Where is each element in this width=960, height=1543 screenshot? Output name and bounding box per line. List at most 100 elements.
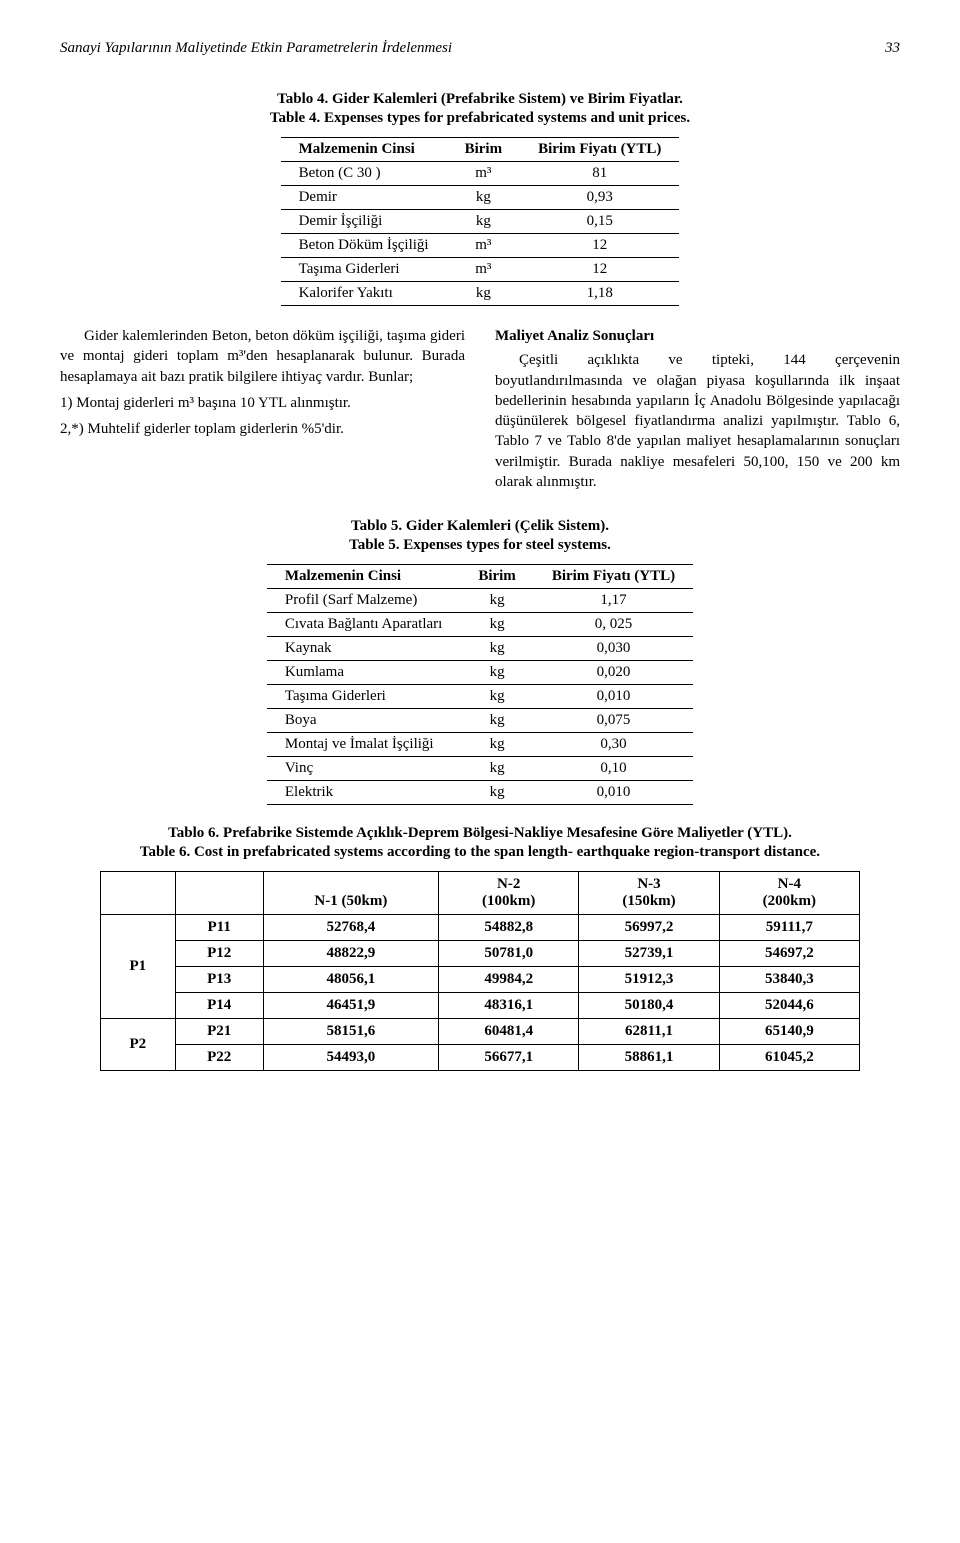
cell-unit: m³ bbox=[447, 234, 521, 258]
cell-value: 54882,8 bbox=[439, 915, 579, 941]
table4-head-name: Malzemenin Cinsi bbox=[281, 138, 447, 162]
cell-price: 1,18 bbox=[520, 282, 679, 306]
cell-name: Boya bbox=[267, 709, 460, 733]
table4-head-unit: Birim bbox=[447, 138, 521, 162]
cell-value: 60481,4 bbox=[439, 1019, 579, 1045]
cell-value: 59111,7 bbox=[719, 915, 859, 941]
table5-head-unit: Birim bbox=[460, 565, 534, 589]
cell-unit: m³ bbox=[447, 162, 521, 186]
body-left-p3: 2,*) Muhtelif giderler toplam giderlerin… bbox=[60, 419, 465, 439]
cell-price: 0,075 bbox=[534, 709, 693, 733]
table-row: Elektrikkg0,010 bbox=[267, 781, 693, 805]
cell-unit: m³ bbox=[447, 258, 521, 282]
row-key: P12 bbox=[175, 941, 263, 967]
table4-caption-tr: Tablo 4. Gider Kalemleri (Prefabrike Sis… bbox=[60, 91, 900, 108]
row-key: P11 bbox=[175, 915, 263, 941]
body-columns: Gider kalemlerinden Beton, beton döküm i… bbox=[60, 326, 900, 498]
table5-caption-en: Table 5. Expenses types for steel system… bbox=[60, 537, 900, 554]
table-row: Cıvata Bağlantı Aparatlarıkg0, 025 bbox=[267, 613, 693, 637]
table-row: Demirkg0,93 bbox=[281, 186, 680, 210]
page-number: 33 bbox=[885, 40, 900, 57]
running-header: Sanayi Yapılarının Maliyetinde Etkin Par… bbox=[60, 40, 900, 57]
cell-value: 50781,0 bbox=[439, 941, 579, 967]
cell-value: 48316,1 bbox=[439, 993, 579, 1019]
cell-price: 0,030 bbox=[534, 637, 693, 661]
cell-price: 0,10 bbox=[534, 757, 693, 781]
body-right: Maliyet Analiz Sonuçları Çeşitli açıklık… bbox=[495, 326, 900, 498]
running-title: Sanayi Yapılarının Maliyetinde Etkin Par… bbox=[60, 40, 452, 57]
table5: Malzemenin Cinsi Birim Birim Fiyatı (YTL… bbox=[267, 564, 693, 805]
cell-name: Profil (Sarf Malzeme) bbox=[267, 589, 460, 613]
cell-unit: kg bbox=[460, 613, 534, 637]
cell-value: 50180,4 bbox=[579, 993, 719, 1019]
cell-unit: kg bbox=[460, 589, 534, 613]
table-row: Taşıma Giderlerikg0,010 bbox=[267, 685, 693, 709]
table6: N-1 (50km) N-2(100km) N-3(150km) N-4(200… bbox=[100, 871, 860, 1071]
cell-unit: kg bbox=[460, 781, 534, 805]
table-row: P2P2158151,660481,462811,165140,9 bbox=[101, 1019, 860, 1045]
cell-name: Kaynak bbox=[267, 637, 460, 661]
body-right-p1: Çeşitli açıklıkta ve tipteki, 144 çerçev… bbox=[495, 350, 900, 492]
cell-value: 62811,1 bbox=[579, 1019, 719, 1045]
cell-value: 48822,9 bbox=[263, 941, 438, 967]
table-row: Montaj ve İmalat İşçiliğikg0,30 bbox=[267, 733, 693, 757]
table-row: Kalorifer Yakıtıkg1,18 bbox=[281, 282, 680, 306]
cell-name: Beton Döküm İşçiliği bbox=[281, 234, 447, 258]
table6-head-n4: N-4(200km) bbox=[719, 872, 859, 915]
cell-name: Vinç bbox=[267, 757, 460, 781]
table6-head-n1: N-1 (50km) bbox=[263, 872, 438, 915]
cell-name: Kalorifer Yakıtı bbox=[281, 282, 447, 306]
table6-head-n2: N-2(100km) bbox=[439, 872, 579, 915]
cell-price: 0, 025 bbox=[534, 613, 693, 637]
cell-price: 12 bbox=[520, 258, 679, 282]
cell-price: 0,15 bbox=[520, 210, 679, 234]
cell-value: 54697,2 bbox=[719, 941, 859, 967]
cell-value: 58861,1 bbox=[579, 1045, 719, 1071]
table5-head-row: Malzemenin Cinsi Birim Birim Fiyatı (YTL… bbox=[267, 565, 693, 589]
cell-value: 58151,6 bbox=[263, 1019, 438, 1045]
row-key: P14 bbox=[175, 993, 263, 1019]
table6-caption-tr: Tablo 6. Prefabrike Sistemde Açıklık-Dep… bbox=[60, 825, 900, 842]
table-row: Boyakg0,075 bbox=[267, 709, 693, 733]
table-row: P2254493,056677,158861,161045,2 bbox=[101, 1045, 860, 1071]
group-label: P1 bbox=[101, 915, 176, 1019]
cell-price: 81 bbox=[520, 162, 679, 186]
body-right-title: Maliyet Analiz Sonuçları bbox=[495, 326, 900, 346]
row-key: P22 bbox=[175, 1045, 263, 1071]
cell-value: 61045,2 bbox=[719, 1045, 859, 1071]
cell-unit: kg bbox=[460, 661, 534, 685]
cell-unit: kg bbox=[447, 282, 521, 306]
cell-price: 0,30 bbox=[534, 733, 693, 757]
cell-unit: kg bbox=[460, 637, 534, 661]
body-left-p2: 1) Montaj giderleri m³ başına 10 YTL alı… bbox=[60, 393, 465, 413]
cell-name: Montaj ve İmalat İşçiliği bbox=[267, 733, 460, 757]
cell-price: 0,010 bbox=[534, 781, 693, 805]
table-row: Kumlamakg0,020 bbox=[267, 661, 693, 685]
table-row: Profil (Sarf Malzeme)kg1,17 bbox=[267, 589, 693, 613]
table-row: P1348056,149984,251912,353840,3 bbox=[101, 967, 860, 993]
table6-head-row: N-1 (50km) N-2(100km) N-3(150km) N-4(200… bbox=[101, 872, 860, 915]
cell-value: 52768,4 bbox=[263, 915, 438, 941]
table5-caption: Tablo 5. Gider Kalemleri (Çelik Sistem).… bbox=[60, 518, 900, 554]
table-row: Vinçkg0,10 bbox=[267, 757, 693, 781]
cell-name: Demir İşçiliği bbox=[281, 210, 447, 234]
cell-value: 65140,9 bbox=[719, 1019, 859, 1045]
table-row: Demir İşçiliğikg0,15 bbox=[281, 210, 680, 234]
cell-price: 0,020 bbox=[534, 661, 693, 685]
cell-price: 1,17 bbox=[534, 589, 693, 613]
body-left-p1: Gider kalemlerinden Beton, beton döküm i… bbox=[60, 326, 465, 387]
table-row: Kaynakkg0,030 bbox=[267, 637, 693, 661]
table6-caption-en: Table 6. Cost in prefabricated systems a… bbox=[60, 844, 900, 861]
cell-value: 49984,2 bbox=[439, 967, 579, 993]
table5-head-name: Malzemenin Cinsi bbox=[267, 565, 460, 589]
cell-name: Taşıma Giderleri bbox=[281, 258, 447, 282]
cell-value: 51912,3 bbox=[579, 967, 719, 993]
table4-caption-en: Table 4. Expenses types for prefabricate… bbox=[60, 110, 900, 127]
table4-head-price: Birim Fiyatı (YTL) bbox=[520, 138, 679, 162]
body-left: Gider kalemlerinden Beton, beton döküm i… bbox=[60, 326, 465, 498]
table4-head-row: Malzemenin Cinsi Birim Birim Fiyatı (YTL… bbox=[281, 138, 680, 162]
cell-name: Kumlama bbox=[267, 661, 460, 685]
table5-caption-tr: Tablo 5. Gider Kalemleri (Çelik Sistem). bbox=[60, 518, 900, 535]
cell-value: 52739,1 bbox=[579, 941, 719, 967]
table6-head-n3: N-3(150km) bbox=[579, 872, 719, 915]
